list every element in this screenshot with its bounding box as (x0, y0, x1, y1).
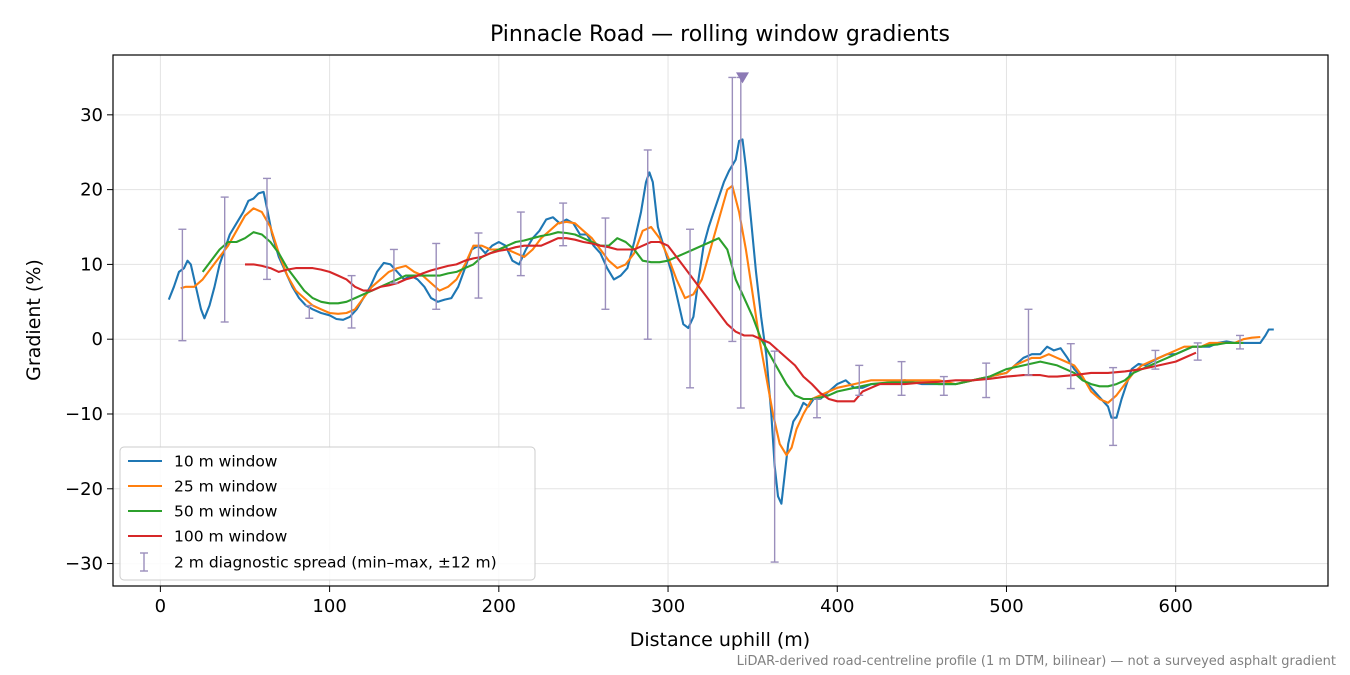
errorbar (982, 362, 991, 399)
legend-swatch-errorbar (140, 552, 148, 572)
errorbar (1109, 366, 1118, 447)
errorbar (516, 211, 525, 277)
errorbar (1024, 308, 1033, 376)
y-tick-label: 30 (80, 105, 103, 126)
errorbar (1151, 349, 1160, 370)
y-tick-label: 10 (80, 254, 103, 275)
plot-frame (112, 54, 1329, 587)
peak-marker-triangle (735, 72, 749, 84)
legend-frame (119, 446, 536, 581)
y-axis-label: Gradient (%) (23, 259, 45, 381)
errorbar (1236, 334, 1245, 350)
errorbar (389, 248, 398, 284)
y-tick-label: −30 (65, 554, 103, 575)
errorbar (939, 375, 948, 396)
x-tick-label: 600 (1159, 596, 1193, 617)
errorbar (178, 228, 187, 342)
errorbar (601, 217, 610, 310)
errorbar (728, 76, 737, 343)
y-tick-label: 20 (80, 180, 103, 201)
errorbar (262, 177, 271, 281)
errorbar (1066, 342, 1075, 390)
x-tick-label: 0 (155, 596, 166, 617)
errorbar-layer (178, 76, 1245, 563)
y-tick-label: 0 (92, 329, 103, 350)
series-line-2 (180, 184, 1261, 457)
errorbar (643, 149, 652, 340)
series-line-4 (245, 237, 1197, 403)
x-tick-label: 200 (482, 596, 516, 617)
x-tick-label: 400 (820, 596, 854, 617)
x-tick-label: 100 (312, 596, 346, 617)
errorbar (686, 228, 695, 389)
errorbar (432, 242, 441, 310)
errorbar (770, 350, 779, 563)
legend-label-4: 100 m window (174, 528, 288, 546)
x-tick-label: 300 (651, 596, 685, 617)
errorbar (855, 364, 864, 396)
y-tick-label: −10 (65, 404, 103, 425)
legend-label-1: 10 m window (174, 453, 278, 471)
legend: 10 m window 25 m window 50 m window 100 m w… (119, 446, 536, 581)
footnote: LiDAR-derived road-centreline profile (1… (737, 654, 1336, 669)
errorbar (474, 232, 483, 299)
marker-layer (735, 72, 749, 84)
series-line-3 (201, 231, 1244, 401)
errorbar (559, 202, 568, 247)
errorbar (812, 398, 821, 419)
legend-label-3: 50 m window (174, 503, 278, 521)
x-axis-label: Distance uphill (m) (630, 629, 810, 651)
errorbar (1193, 342, 1202, 361)
series-layer (167, 138, 1274, 505)
legend-label-2: 25 m window (174, 478, 278, 496)
y-tick-label: −20 (65, 479, 103, 500)
errorbar (305, 304, 314, 319)
legend-label-errorbar: 2 m diagnostic spread (min–max, ±12 m) (174, 554, 497, 572)
errorbar (347, 274, 356, 329)
x-tick-label: 500 (989, 596, 1023, 617)
axis-ticks: 0 100 200 300 400 500 600 −30 −20 −10 0 10 20 30 (65, 105, 1193, 617)
chart-title: Pinnacle Road — rolling window gradients (490, 22, 950, 47)
errorbar (897, 360, 906, 396)
errorbar (220, 196, 229, 323)
